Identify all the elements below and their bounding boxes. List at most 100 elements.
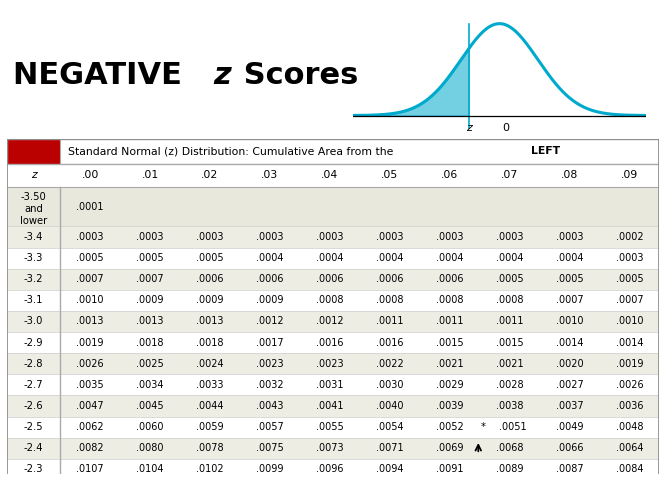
Bar (7, 417, 659, 438)
Bar (7, 311, 659, 332)
Bar (7, 227, 659, 248)
Text: .0010: .0010 (555, 317, 583, 327)
Text: .0010: .0010 (615, 317, 643, 327)
Text: .0078: .0078 (196, 443, 224, 453)
Text: -2.6: -2.6 (23, 401, 43, 411)
Text: .0003: .0003 (555, 232, 583, 242)
Text: .01: .01 (141, 171, 159, 181)
Text: .0012: .0012 (316, 317, 344, 327)
Text: .0025: .0025 (136, 359, 164, 369)
Text: .0003: .0003 (436, 232, 464, 242)
Text: .0003: .0003 (316, 232, 344, 242)
Text: .0080: .0080 (137, 443, 164, 453)
Text: .0011: .0011 (376, 317, 404, 327)
Text: .0016: .0016 (316, 338, 344, 348)
Text: .0030: .0030 (376, 380, 404, 390)
Text: .0009: .0009 (256, 296, 284, 305)
Text: NEGATIVE: NEGATIVE (13, 61, 193, 90)
Text: .0016: .0016 (376, 338, 404, 348)
Text: .06: .06 (441, 171, 458, 181)
Bar (7, 139, 659, 164)
Text: .0107: .0107 (77, 464, 104, 474)
Bar (7, 139, 60, 164)
Text: .0094: .0094 (376, 464, 404, 474)
Text: -3.2: -3.2 (24, 274, 43, 284)
Text: .0004: .0004 (316, 253, 344, 263)
Text: .0004: .0004 (256, 253, 284, 263)
Text: -3.3: -3.3 (24, 253, 43, 263)
Text: -2.8: -2.8 (24, 359, 43, 369)
Text: .0009: .0009 (137, 296, 164, 305)
Bar (7, 459, 659, 479)
Text: .0059: .0059 (196, 422, 224, 432)
Text: .0007: .0007 (77, 274, 104, 284)
Text: -3.0: -3.0 (24, 317, 43, 327)
Text: .0089: .0089 (496, 464, 523, 474)
Text: .0084: .0084 (615, 464, 643, 474)
Text: .0055: .0055 (316, 422, 344, 432)
Bar (7, 438, 659, 459)
Text: .0060: .0060 (137, 422, 164, 432)
Text: .0082: .0082 (77, 443, 104, 453)
Text: .0007: .0007 (615, 296, 643, 305)
Bar (7, 396, 659, 417)
Text: .0001: .0001 (77, 202, 104, 212)
Text: .0029: .0029 (436, 380, 464, 390)
Text: .0073: .0073 (316, 443, 344, 453)
Text: .0032: .0032 (256, 380, 284, 390)
Text: .0003: .0003 (256, 232, 284, 242)
Text: .0003: .0003 (196, 232, 224, 242)
Text: .0075: .0075 (256, 443, 284, 453)
Text: .0005: .0005 (137, 253, 164, 263)
Text: .0004: .0004 (436, 253, 464, 263)
Text: .0048: .0048 (615, 422, 643, 432)
Text: .0015: .0015 (436, 338, 464, 348)
Text: .0019: .0019 (77, 338, 104, 348)
Bar (7, 269, 659, 290)
Text: .0009: .0009 (196, 296, 224, 305)
Text: .0033: .0033 (196, 380, 224, 390)
Text: 0: 0 (501, 123, 509, 133)
Text: .0007: .0007 (137, 274, 164, 284)
Text: .07: .07 (501, 171, 518, 181)
Text: .0003: .0003 (496, 232, 523, 242)
Text: .0012: .0012 (256, 317, 284, 327)
Text: .0064: .0064 (615, 443, 643, 453)
Text: .0028: .0028 (496, 380, 523, 390)
Text: Scores: Scores (233, 61, 358, 90)
Text: .0018: .0018 (137, 338, 164, 348)
Text: .0008: .0008 (316, 296, 344, 305)
Text: -3.50: -3.50 (21, 192, 47, 202)
Text: .0026: .0026 (615, 380, 643, 390)
Text: .0034: .0034 (137, 380, 164, 390)
Text: .0005: .0005 (555, 274, 583, 284)
Text: LEFT: LEFT (531, 147, 561, 157)
Text: .0007: .0007 (555, 296, 583, 305)
Text: .0013: .0013 (196, 317, 224, 327)
Text: .0011: .0011 (436, 317, 464, 327)
Text: .0035: .0035 (77, 380, 104, 390)
Text: .0027: .0027 (555, 380, 583, 390)
Text: Standard Normal (z) Distribution: Cumulative Area from the: Standard Normal (z) Distribution: Cumula… (68, 147, 397, 157)
Text: .0102: .0102 (196, 464, 224, 474)
Bar (60, 139, 659, 164)
Text: .0005: .0005 (77, 253, 104, 263)
Text: -3.4: -3.4 (24, 232, 43, 242)
Text: -2.4: -2.4 (24, 443, 43, 453)
Text: z: z (466, 123, 472, 133)
Text: .0044: .0044 (196, 401, 224, 411)
Text: -2.3: -2.3 (24, 464, 43, 474)
Bar (7, 374, 659, 396)
Text: .0006: .0006 (256, 274, 284, 284)
Text: .0037: .0037 (555, 401, 583, 411)
Text: .0024: .0024 (196, 359, 224, 369)
Text: .0014: .0014 (615, 338, 643, 348)
Bar (7, 332, 659, 353)
Text: .0013: .0013 (137, 317, 164, 327)
Text: .0052: .0052 (436, 422, 464, 432)
Text: .0006: .0006 (316, 274, 344, 284)
Text: .0010: .0010 (77, 296, 104, 305)
Text: -2.9: -2.9 (23, 338, 43, 348)
Text: .0004: .0004 (376, 253, 404, 263)
Text: .0066: .0066 (555, 443, 583, 453)
